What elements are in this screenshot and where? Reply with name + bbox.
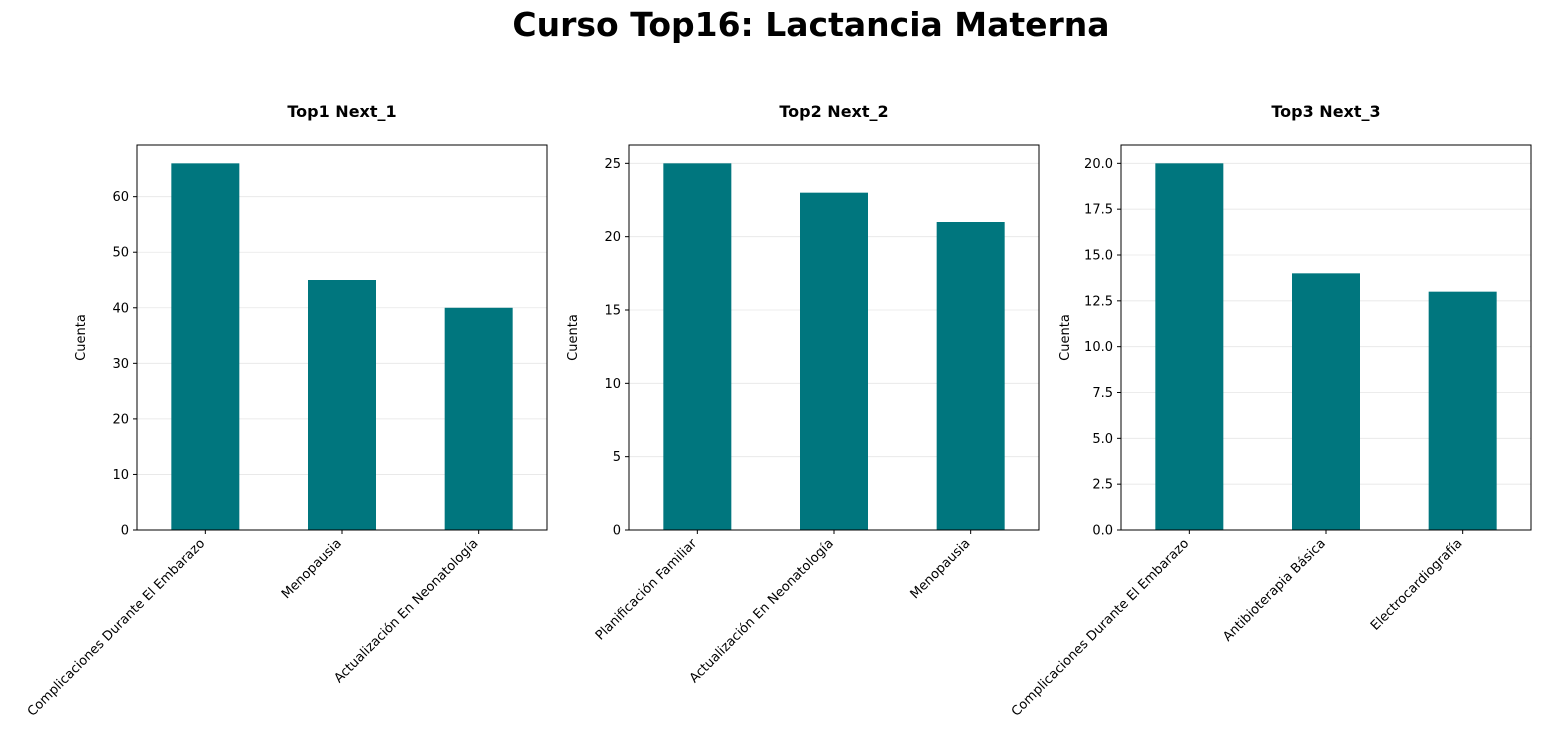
y-tick-label: 20.0 <box>1084 157 1113 172</box>
y-tick-label: 5.0 <box>1092 432 1113 447</box>
y-tick-label: 60 <box>112 190 129 205</box>
x-tick-label: Electrocardiografía <box>1368 536 1465 633</box>
y-tick-label: 5 <box>613 450 621 465</box>
y-tick-label: 2.5 <box>1092 478 1113 493</box>
y-tick-label: 40 <box>112 301 129 316</box>
y-tick-label: 12.5 <box>1084 294 1113 309</box>
x-tick-label: Complicaciones Durante El Embarazo <box>25 536 208 719</box>
y-axis-label: Cuenta <box>74 314 89 361</box>
chart-title: Top2 Next_2 <box>779 102 888 121</box>
x-tick-label: Actualización En Neonatología <box>687 536 837 686</box>
chart-title: Top3 Next_3 <box>1271 102 1380 121</box>
y-tick-label: 10 <box>604 377 621 392</box>
bar-3 <box>936 222 1005 530</box>
y-axis-label: Cuenta <box>566 314 581 361</box>
bar-1 <box>663 163 732 531</box>
bar-2 <box>308 280 376 530</box>
y-tick-label: 0.0 <box>1092 524 1113 539</box>
y-axis-label: Cuenta <box>1058 314 1073 361</box>
x-tick-label: Planificación Familiar <box>593 536 701 644</box>
y-tick-label: 20 <box>112 412 129 427</box>
y-tick-label: 20 <box>604 230 621 245</box>
y-tick-label: 15.0 <box>1084 249 1113 264</box>
figure-title: Curso Top16: Lactancia Materna <box>512 5 1109 44</box>
chart-3: 0.0 2.5 5.0 7.5 10.0 12.5 15.0 17.5 20.0 Complica… <box>1009 102 1532 720</box>
x-tick-label: Actualización En Neonatología <box>331 536 481 686</box>
bar-1 <box>1155 163 1224 531</box>
bar-3 <box>1428 291 1497 530</box>
y-tick-label: 25 <box>604 157 621 172</box>
chart-2: 0 5 10 15 20 25 Planificación FamiliarActualiz… <box>566 102 1040 686</box>
y-tick-label: 0 <box>613 524 621 539</box>
y-tick-label: 7.5 <box>1092 386 1113 401</box>
y-tick-label: 30 <box>112 357 129 372</box>
bar-3 <box>444 307 513 530</box>
y-tick-label: 17.5 <box>1084 203 1113 218</box>
bar-2 <box>1292 273 1360 530</box>
y-tick-label: 10 <box>112 468 129 483</box>
bar-1 <box>171 163 240 531</box>
y-tick-label: 0 <box>121 524 129 539</box>
y-tick-label: 50 <box>112 246 129 261</box>
y-tick-label: 10.0 <box>1084 340 1113 355</box>
chart-1: 0 10 20 30 40 50 60 Complicaciones Durante El E… <box>25 102 548 720</box>
bar-2 <box>800 192 868 530</box>
chart-title: Top1 Next_1 <box>287 102 396 121</box>
x-tick-label: Menopausia <box>908 536 974 602</box>
y-tick-label: 15 <box>604 304 621 319</box>
x-tick-label: Antibioterapia Básica <box>1220 536 1328 644</box>
x-tick-label: Complicaciones Durante El Embarazo <box>1009 536 1192 719</box>
x-tick-label: Menopausia <box>279 536 345 602</box>
